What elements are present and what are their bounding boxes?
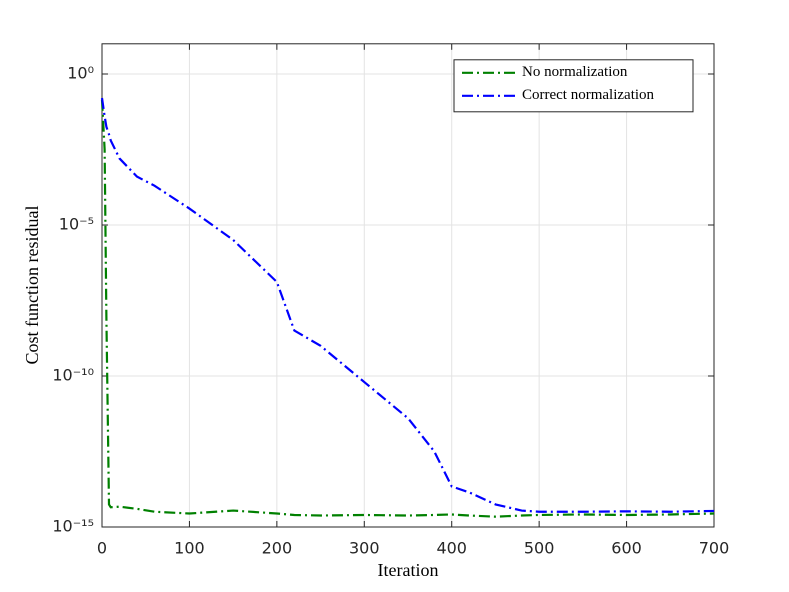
x-tick-label: 500 <box>524 539 555 558</box>
x-tick-label: 300 <box>349 539 380 558</box>
x-tick-label: 600 <box>611 539 642 558</box>
x-tick-label: 0 <box>97 539 107 558</box>
x-axis-label: Iteration <box>378 560 439 580</box>
x-tick-label: 700 <box>699 539 730 558</box>
axes-box <box>101 43 715 528</box>
legend-label: No normalization <box>522 64 628 80</box>
x-tick-label: 100 <box>174 539 205 558</box>
x-tick-label: 400 <box>436 539 467 558</box>
y-tick-label: 10⁻¹⁵ <box>52 517 94 536</box>
y-tick-label: 10⁻¹⁰ <box>52 366 94 385</box>
legend-label: Correct normalization <box>522 87 655 103</box>
legend-box <box>453 59 694 113</box>
y-tick-label: 10⁰ <box>67 64 94 83</box>
y-tick-label: 10⁻⁵ <box>59 215 94 234</box>
line-series <box>100 99 715 518</box>
x-tick-label: 200 <box>262 539 293 558</box>
line-series <box>100 97 715 513</box>
legend: No normalization Correct normalization <box>453 59 694 113</box>
y-axis-label: Cost function residual <box>22 206 42 365</box>
